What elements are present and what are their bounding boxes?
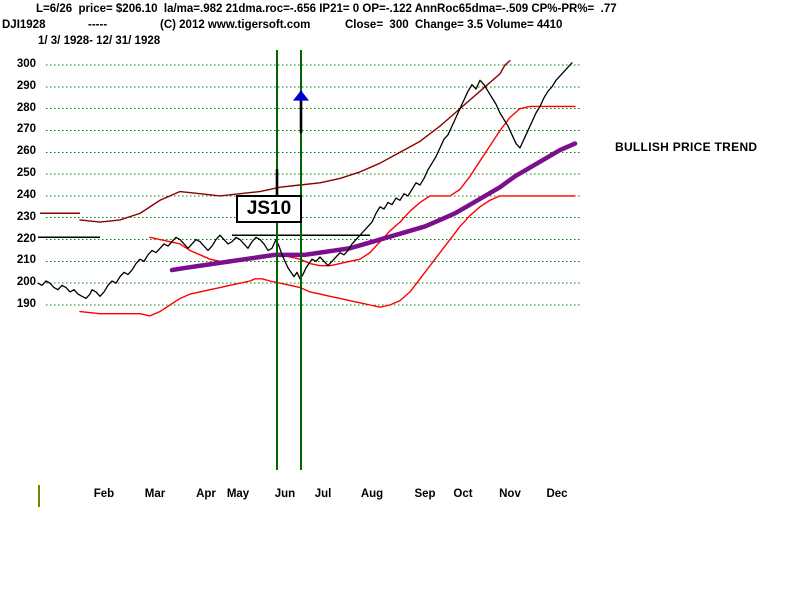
y-axis-tick-260: 260 <box>16 145 36 158</box>
y-axis-tick-230: 230 <box>16 210 36 223</box>
ticker-symbol: DJI1928 <box>2 19 46 31</box>
x-axis-tick-jun: Jun <box>274 488 296 500</box>
x-axis-labels: Feb Mar Apr May Jun Jul Aug Sep Oct Nov Dec <box>0 488 800 510</box>
series-upper-band-dark-red <box>79 59 511 223</box>
reference-lines-group <box>38 212 370 239</box>
x-axis-tick-feb: Feb <box>93 488 115 500</box>
copyright-notice: (C) 2012 www.tigersoft.com <box>160 19 311 31</box>
series-start-tick <box>38 485 40 507</box>
header-separator: ----- <box>88 19 108 31</box>
y-axis-tick-300: 300 <box>16 58 36 70</box>
moving-average-group <box>169 141 578 273</box>
y-axis-tick-290: 290 <box>16 79 36 92</box>
series-lower-band-red <box>79 195 576 317</box>
y-axis-tick-220: 220 <box>16 232 36 245</box>
signal-arrows-group <box>268 90 310 212</box>
close-change-volume: Close= 300 Change= 3.5 Volume= 4410 <box>345 19 563 31</box>
y-axis-tick-250: 250 <box>16 167 36 180</box>
x-axis-tick-apr: Apr <box>196 488 216 500</box>
y-axis-tick-240: 240 <box>16 188 36 201</box>
buy-arrow-up-head <box>292 90 310 101</box>
x-axis-tick-may: May <box>226 488 250 500</box>
y-axis-tick-200: 200 <box>16 276 36 289</box>
price-chart-plot <box>0 50 600 470</box>
y-axis-tick-210: 210 <box>16 254 36 267</box>
x-axis-tick-aug: Aug <box>360 488 384 500</box>
x-axis-tick-sep: Sep <box>414 488 436 500</box>
x-axis-tick-mar: Mar <box>144 488 166 500</box>
x-axis-tick-dec: Dec <box>546 488 568 500</box>
series-long-moving-average-purple <box>169 141 578 273</box>
y-axis-tick-270: 270 <box>16 123 36 136</box>
signal-lines-group <box>276 50 302 470</box>
js10-signal-badge[interactable]: JS10 <box>236 195 302 223</box>
gridlines-group <box>46 64 580 306</box>
x-axis-tick-nov: Nov <box>499 488 521 500</box>
trend-annotation: BULLISH PRICE TREND <box>615 140 758 154</box>
x-axis-tick-oct: Oct <box>453 488 473 500</box>
chart-canvas <box>37 50 580 470</box>
y-axis-tick-190: 190 <box>16 298 36 310</box>
stats-line: L=6/26 price= $206.10 la/ma=.982 21dma.r… <box>36 3 617 15</box>
y-axis-tick-280: 280 <box>16 101 36 114</box>
x-axis-tick-jul: Jul <box>314 488 332 500</box>
date-range: 1/ 3/ 1928- 12/ 31/ 1928 <box>38 35 161 47</box>
